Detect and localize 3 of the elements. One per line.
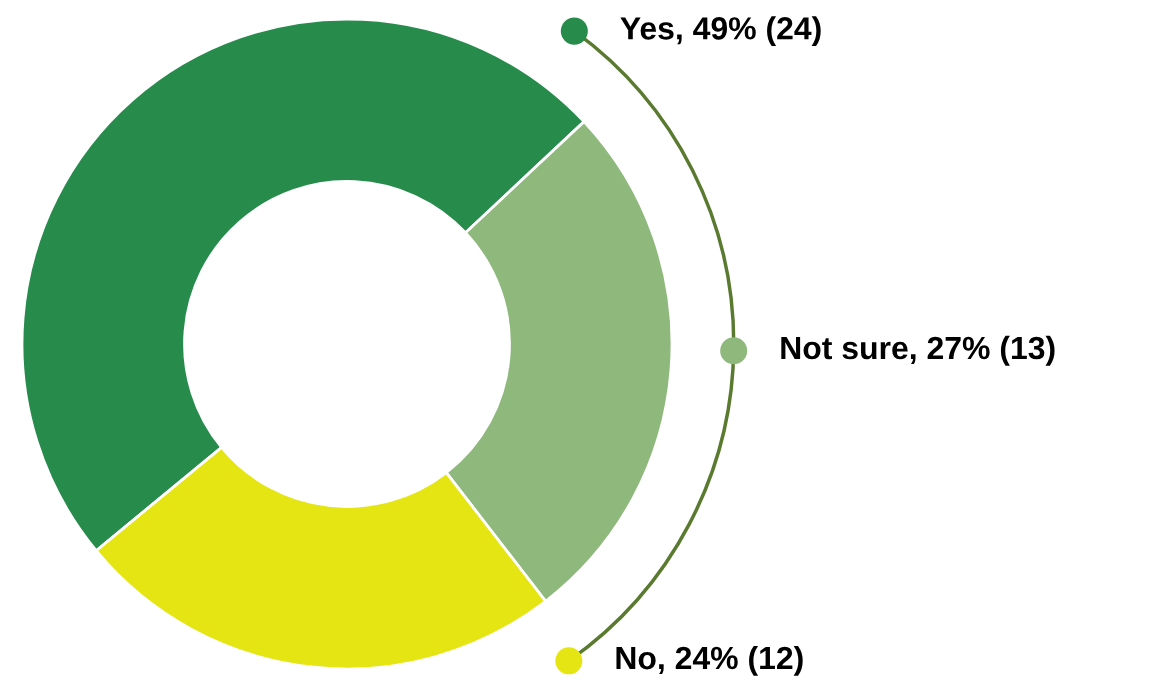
legend-label: No, 24% (12) xyxy=(616,645,803,676)
legend-label: Not sure, 27% (13) xyxy=(781,335,1055,366)
legend-label: Yes, 49% (24) xyxy=(620,16,821,46)
